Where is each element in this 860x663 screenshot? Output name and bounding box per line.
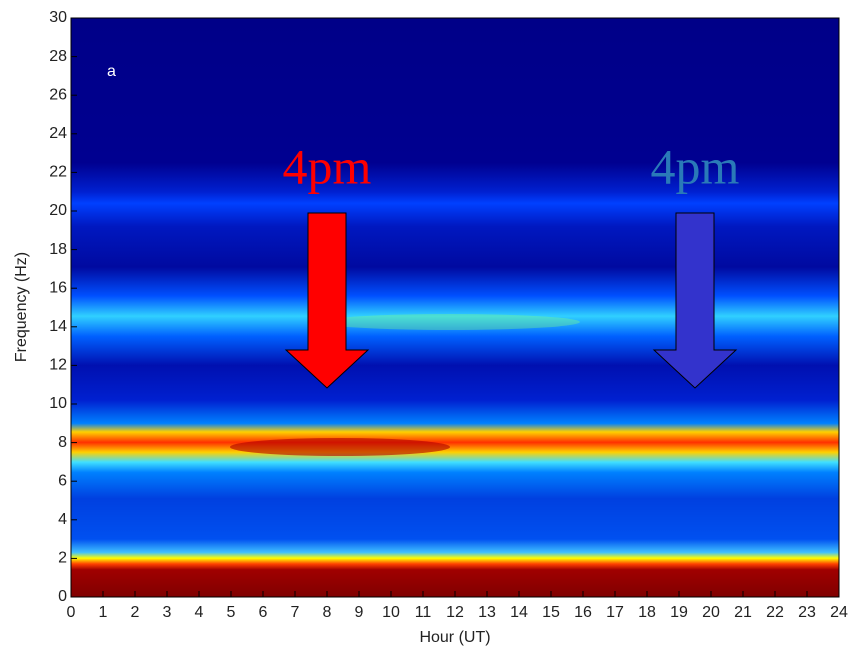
x-tick-label: 13 [478, 604, 496, 621]
x-tick-label: 19 [670, 604, 688, 621]
x-tick-label: 23 [798, 604, 816, 621]
x-tick-label: 2 [131, 604, 140, 621]
x-tick-label: 0 [67, 604, 76, 621]
y-tick-label: 10 [49, 395, 67, 412]
y-tick-label: 8 [58, 434, 67, 451]
x-tick-label: 7 [291, 604, 300, 621]
y-tick-label: 12 [49, 357, 67, 374]
arrow [652, 212, 738, 389]
y-tick-label: 20 [49, 202, 67, 219]
x-tick-label: 22 [766, 604, 784, 621]
panel-label: a [107, 63, 116, 80]
y-tick-label: 28 [49, 48, 67, 65]
y-tick-label: 18 [49, 241, 67, 258]
x-tick-label: 17 [606, 604, 624, 621]
hotspot [320, 314, 580, 330]
y-tick-label: 0 [58, 588, 67, 605]
x-tick-label: 16 [574, 604, 592, 621]
y-axis-label: Frequency (Hz) [13, 252, 30, 362]
y-tick-label: 2 [58, 550, 67, 567]
y-tick-label: 14 [49, 318, 67, 335]
x-tick-label: 4 [195, 604, 204, 621]
x-tick-label: 21 [734, 604, 752, 621]
x-tick-label: 11 [415, 604, 432, 621]
spectrogram [71, 18, 839, 597]
y-tick-label: 22 [49, 164, 67, 181]
x-tick-label: 9 [355, 604, 364, 621]
y-tick-label: 26 [49, 86, 67, 103]
x-tick-label: 14 [510, 604, 528, 621]
x-tick-label: 12 [446, 604, 464, 621]
x-tick-label: 3 [163, 604, 172, 621]
hotspot [230, 438, 450, 456]
x-axis-label: Hour (UT) [419, 629, 490, 646]
y-tick-label: 30 [49, 9, 67, 26]
arrow [284, 212, 370, 389]
x-tick-label: 18 [638, 604, 656, 621]
y-tick-label: 16 [49, 279, 67, 296]
x-tick-label: 15 [542, 604, 560, 621]
x-tick-label: 20 [702, 604, 720, 621]
y-tick-label: 4 [58, 511, 67, 528]
x-tick-label: 8 [323, 604, 332, 621]
y-tick-label: 6 [58, 472, 67, 489]
x-tick-label: 10 [382, 604, 400, 621]
annotation: 4pm [651, 138, 740, 194]
x-tick-label: 24 [830, 604, 848, 621]
x-tick-label: 1 [99, 604, 108, 621]
y-tick-label: 24 [49, 125, 67, 142]
x-tick-label: 6 [259, 604, 268, 621]
annotation: 4pm [283, 138, 372, 194]
x-tick-label: 5 [227, 604, 236, 621]
